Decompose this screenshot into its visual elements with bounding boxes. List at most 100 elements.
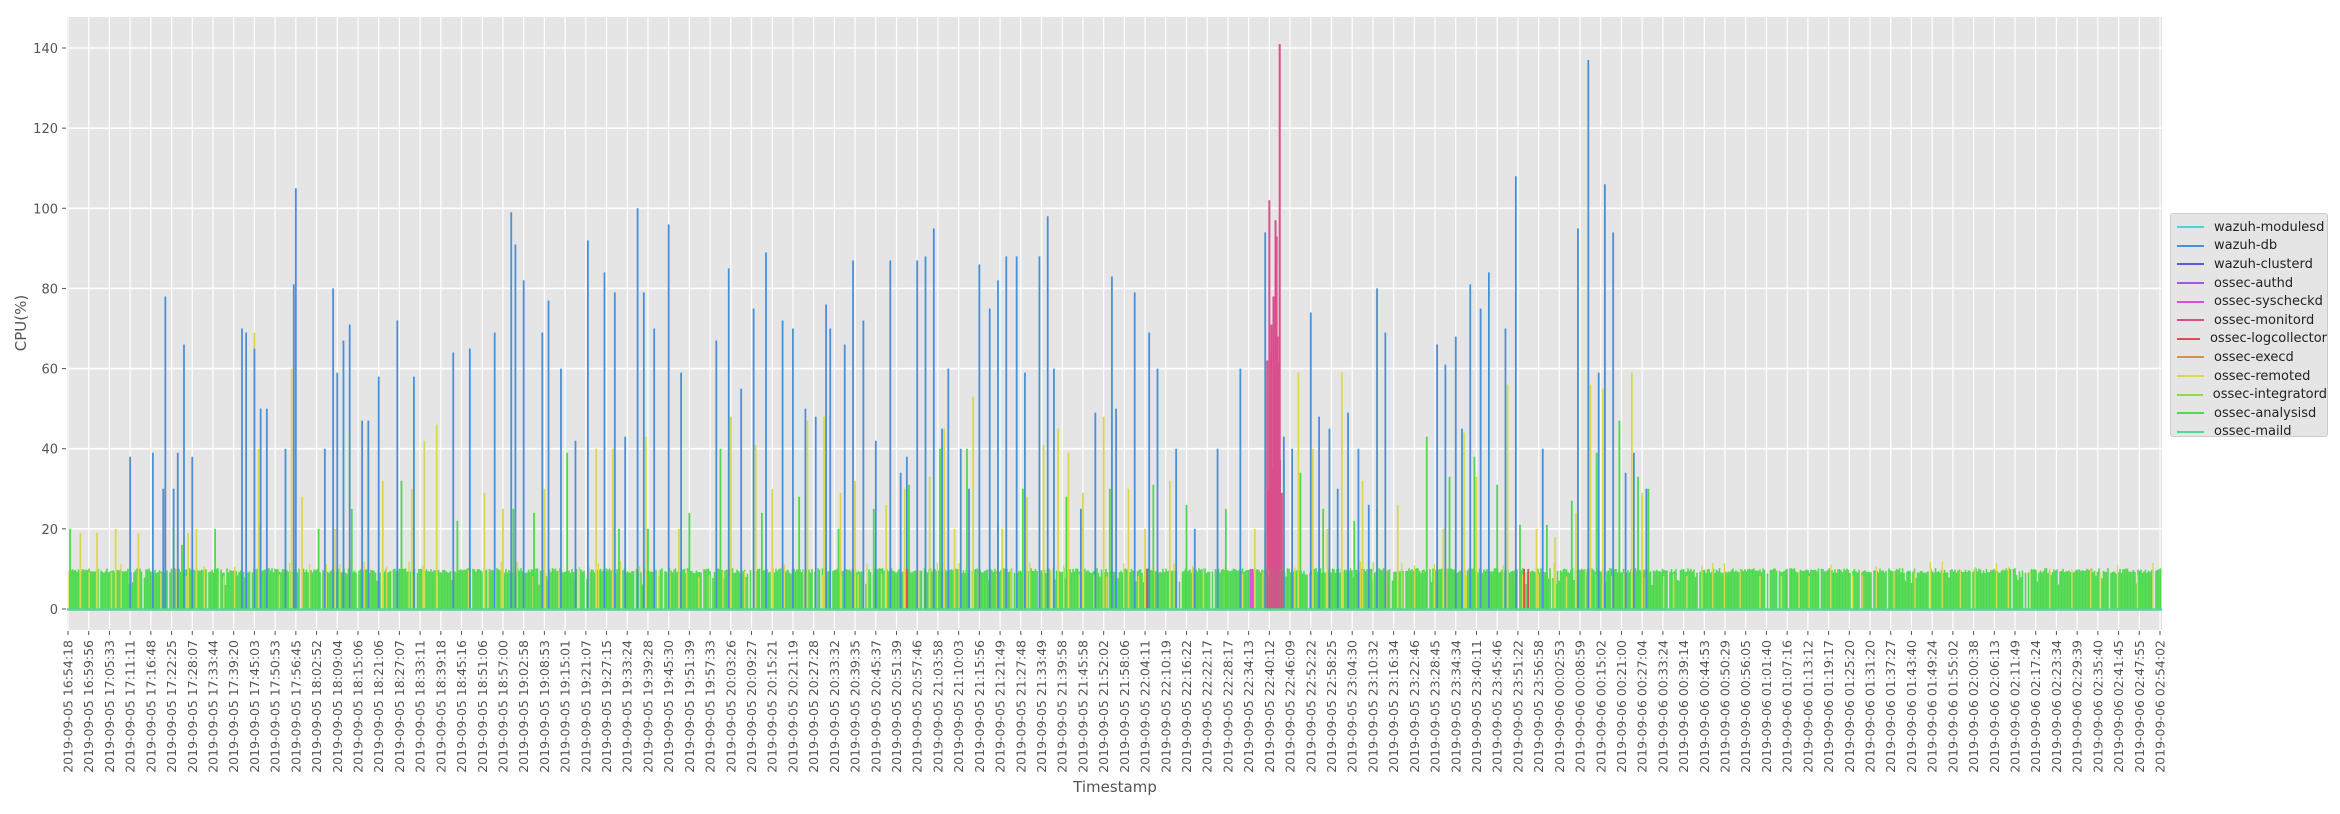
x-axis: 2019-09-05 16:54:18 2019-09-05 16:59:56 20… [61,631,2168,773]
x-tick-label: 2019-09-05 19:57:33 [703,640,718,773]
x-tick-label: 2019-09-05 22:28:17 [1220,640,1235,773]
y-axis: 0 20 40 60 80 100 120 140 [33,42,66,618]
legend-item: ossec-integratord [2177,385,2327,404]
legend-line-icon [2177,244,2204,247]
x-tick-label: 2019-09-05 20:27:28 [806,640,821,773]
legend-label: ossec-execd [2214,349,2294,365]
series-layer [67,43,2162,611]
x-tick-label: 2019-09-05 18:39:18 [433,640,448,773]
y-axis-label: CPU(%) [12,295,30,351]
x-tick-label: 2019-09-05 18:21:06 [371,640,386,773]
x-tick-label: 2019-09-05 19:33:24 [620,640,635,773]
legend-line-icon [2177,412,2204,415]
x-tick-label: 2019-09-06 00:15:02 [1593,640,1608,773]
legend-line-icon [2177,430,2204,433]
x-tick-label: 2019-09-05 20:33:32 [827,640,842,773]
x-tick-label: 2019-09-06 00:21:00 [1614,640,1629,773]
x-tick-label: 2019-09-06 02:06:13 [1987,640,2002,773]
legend-item: ossec-execd [2177,348,2327,367]
series-ossec-remoted [79,332,1644,609]
legend-line-icon [2177,282,2204,285]
plot-area [67,17,2162,630]
x-tick-label: 2019-09-06 00:39:14 [1676,640,1691,773]
x-tick-label: 2019-09-05 23:22:46 [1407,640,1422,773]
x-tick-label: 2019-09-05 22:40:12 [1262,640,1277,773]
x-tick-label: 2019-09-05 17:39:20 [226,640,241,773]
x-tick-label: 2019-09-06 01:19:17 [1821,640,1836,773]
series-ossec-logcollector [905,568,1530,609]
x-tick-label: 2019-09-05 17:16:48 [143,640,158,773]
x-tick-label: 2019-09-06 02:17:24 [2028,640,2043,773]
x-tick-label: 2019-09-05 19:21:07 [578,640,593,773]
x-axis-label: Timestamp [1072,778,1157,796]
x-tick-label: 2019-09-05 17:22:25 [164,640,179,773]
x-tick-label: 2019-09-06 00:56:05 [1738,640,1753,773]
x-tick-label: 2019-09-05 21:58:06 [1117,640,1132,773]
x-tick-label: 2019-09-05 21:33:49 [1034,640,1049,773]
x-tick-label: 2019-09-05 21:21:49 [993,640,1008,773]
legend-line-icon [2177,393,2203,396]
x-tick-label: 2019-09-05 18:02:52 [309,640,324,773]
x-tick-label: 2019-09-06 02:35:40 [2090,640,2105,773]
x-tick-label: 2019-09-05 18:27:07 [392,640,407,773]
x-tick-label: 2019-09-05 19:15:01 [558,640,573,773]
x-tick-label: 2019-09-06 01:37:27 [1883,640,1898,773]
x-tick-label: 2019-09-06 00:08:59 [1573,640,1588,773]
legend-item: ossec-analysisd [2177,404,2327,423]
x-tick-label: 2019-09-05 18:45:16 [454,640,469,773]
legend-item: ossec-remoted [2177,367,2327,386]
x-tick-label: 2019-09-05 23:34:34 [1448,640,1463,773]
x-tick-label: 2019-09-05 22:16:22 [1179,640,1194,773]
x-tick-label: 2019-09-06 02:54:02 [2153,640,2168,773]
x-tick-label: 2019-09-06 01:55:02 [1945,640,1960,773]
y-tick-label: 80 [41,282,58,297]
x-tick-label: 2019-09-06 02:11:49 [2008,640,2023,773]
x-tick-label: 2019-09-05 22:58:25 [1324,640,1339,773]
x-tick-label: 2019-09-05 16:54:18 [61,640,76,773]
legend-label: ossec-logcollector [2209,331,2327,347]
x-tick-label: 2019-09-05 17:05:33 [102,640,117,773]
x-tick-label: 2019-09-06 01:43:40 [1904,640,1919,773]
legend-label: ossec-maild [2214,424,2292,440]
x-tick-label: 2019-09-05 23:56:58 [1531,640,1546,773]
series-ossec-syscheckd [1249,568,1254,609]
legend-line-icon [2177,356,2204,359]
x-tick-label: 2019-09-05 22:46:09 [1283,640,1298,773]
x-tick-label: 2019-09-05 19:02:58 [516,640,531,773]
x-tick-label: 2019-09-05 17:28:07 [185,640,200,773]
x-tick-label: 2019-09-05 18:51:06 [475,640,490,773]
x-tick-label: 2019-09-05 21:52:02 [1096,640,1111,773]
series-ossec-monitord-cluster [1267,348,1281,569]
x-tick-label: 2019-09-06 01:25:20 [1842,640,1857,773]
x-tick-label: 2019-09-06 02:00:38 [1966,640,1981,773]
x-tick-label: 2019-09-06 01:49:24 [1925,640,1940,773]
x-tick-label: 2019-09-05 20:15:21 [765,640,780,773]
legend-label: ossec-authd [2214,275,2294,291]
legend-item: ossec-monitord [2177,311,2327,330]
x-tick-label: 2019-09-05 22:34:13 [1241,640,1256,773]
x-tick-label: 2019-09-05 23:10:32 [1365,640,1380,773]
legend-item: ossec-syscheckd [2177,292,2327,311]
x-tick-label: 2019-09-05 20:51:39 [889,640,904,773]
legend-label: wazuh-modulesd [2214,219,2325,235]
x-tick-label: 2019-09-06 02:41:45 [2111,640,2126,773]
x-tick-label: 2019-09-05 18:33:11 [413,640,428,773]
x-tick-label: 2019-09-05 20:39:35 [848,640,863,773]
x-tick-label: 2019-09-05 20:21:19 [785,640,800,773]
x-tick-label: 2019-09-05 17:45:03 [247,640,262,773]
x-tick-label: 2019-09-06 02:23:34 [2049,640,2064,773]
y-tick-label: 20 [41,523,58,538]
legend-item: ossec-logcollector [2177,330,2327,349]
legend-line-icon [2177,337,2200,340]
x-tick-label: 2019-09-05 21:03:58 [930,640,945,773]
x-tick-label: 2019-09-05 19:27:15 [599,640,614,773]
legend-label: ossec-syscheckd [2214,294,2323,310]
legend-item: wazuh-clusterd [2177,255,2327,274]
legend-line-icon [2177,319,2204,322]
x-tick-label: 2019-09-05 17:11:11 [123,640,138,773]
legend-label: ossec-integratord [2212,387,2327,403]
x-tick-label: 2019-09-05 18:15:06 [350,640,365,773]
x-tick-label: 2019-09-06 01:13:12 [1800,640,1815,773]
x-tick-label: 2019-09-05 23:51:22 [1510,640,1525,773]
x-tick-label: 2019-09-05 19:08:53 [537,640,552,773]
